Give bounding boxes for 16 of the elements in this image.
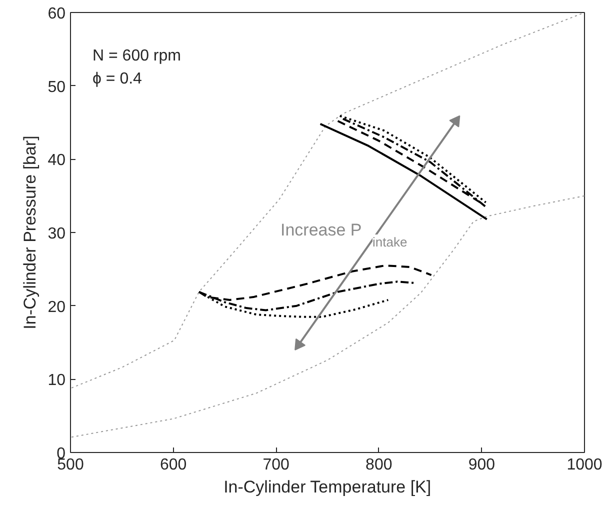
y-tick-label: 40 [48,152,66,170]
y-tick-label: 30 [48,226,66,242]
x-tick-label: 600 [160,456,187,474]
x-tick-label: 800 [366,456,392,474]
y-tick-label: 50 [48,78,66,96]
x-tick-label: 900 [468,456,496,474]
y-tick-label: 20 [48,298,66,316]
x-tick-label: 1000 [566,456,602,474]
y-tick-label: 60 [48,6,66,22]
annotation: Increase Pintake [280,220,408,250]
x-axis-title: In-Cylinder Temperature [K] [224,478,432,496]
annotation: ϕ = 0.4 [92,70,142,88]
x-tick-label: 700 [262,456,290,474]
y-tick-label: 10 [48,372,66,390]
annotation: N = 600 rpm [92,48,181,64]
y-axis-title: In-Cylinder Pressure [bar] [20,136,40,330]
